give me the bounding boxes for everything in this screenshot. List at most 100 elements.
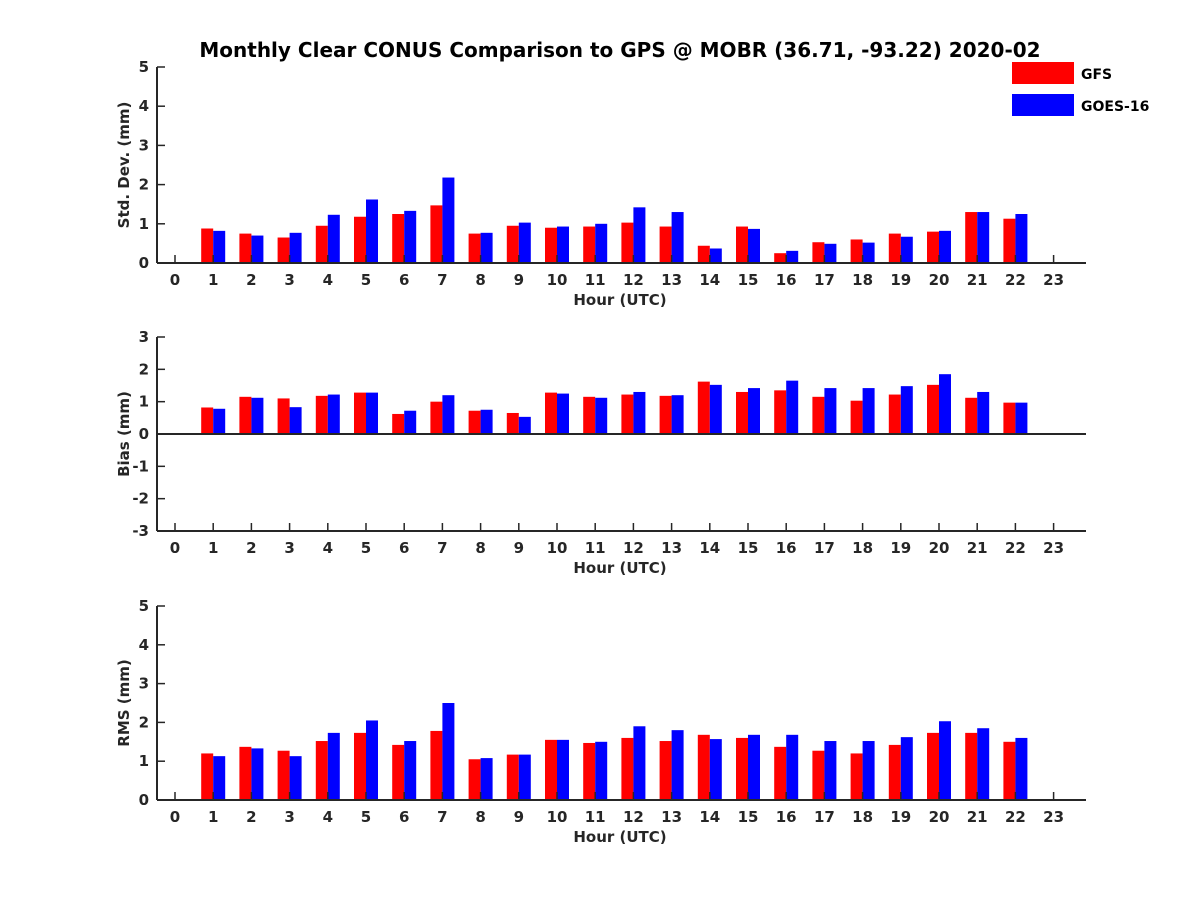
bar-gfs-hour-19 <box>888 394 901 434</box>
x-tick-label: 2 <box>246 271 256 289</box>
x-tick-label: 7 <box>437 808 447 826</box>
bar-gfs-hour-13 <box>659 395 672 434</box>
bar-goes-16-hour-8 <box>480 232 493 263</box>
y-tick-label: 0 <box>139 791 149 809</box>
bar-goes-16-hour-12 <box>633 207 646 263</box>
x-axis-label: Hour (UTC) <box>573 291 666 309</box>
x-tick-label: 18 <box>852 271 873 289</box>
x-tick-label: 9 <box>514 808 524 826</box>
x-tick-label: 6 <box>399 271 409 289</box>
bar-goes-16-hour-3 <box>289 232 302 263</box>
legend-swatch-goes-16 <box>1012 94 1074 116</box>
x-tick-label: 14 <box>699 271 720 289</box>
bar-gfs-hour-13 <box>659 741 672 800</box>
x-tick-label: 7 <box>437 271 447 289</box>
bar-goes-16-hour-1 <box>213 408 226 434</box>
bar-gfs-hour-14 <box>697 734 710 800</box>
x-tick-label: 23 <box>1043 539 1064 557</box>
x-axis-label: Hour (UTC) <box>573 559 666 577</box>
x-tick-label: 19 <box>890 539 911 557</box>
bar-gfs-hour-13 <box>659 226 672 263</box>
bar-goes-16-hour-20 <box>939 721 951 800</box>
x-tick-label: 12 <box>623 539 644 557</box>
x-tick-label: 20 <box>929 539 950 557</box>
x-tick-label: 17 <box>814 808 835 826</box>
bar-goes-16-hour-22 <box>1015 737 1028 800</box>
y-tick-label: 2 <box>139 713 149 731</box>
y-tick-label: -3 <box>132 522 149 540</box>
bar-gfs-hour-4 <box>315 225 328 263</box>
y-tick-label: 4 <box>139 97 149 115</box>
bar-gfs-hour-4 <box>315 395 328 434</box>
bar-goes-16-hour-10 <box>557 393 569 434</box>
bar-goes-16-hour-5 <box>366 392 378 434</box>
bar-goes-16-hour-2 <box>251 235 264 263</box>
x-tick-label: 0 <box>170 808 180 826</box>
x-tick-label: 1 <box>208 808 218 826</box>
bar-gfs-hour-15 <box>736 391 748 434</box>
bar-gfs-hour-9 <box>506 754 519 800</box>
x-tick-label: 23 <box>1043 271 1064 289</box>
x-tick-label: 4 <box>323 808 333 826</box>
x-tick-label: 6 <box>399 808 409 826</box>
x-tick-label: 4 <box>323 539 333 557</box>
bar-gfs-hour-15 <box>736 737 748 800</box>
bar-gfs-hour-2 <box>239 746 252 800</box>
y-axis-label: Std. Dev. (mm) <box>115 102 133 229</box>
bar-gfs-hour-20 <box>927 231 939 263</box>
x-tick-label: 7 <box>437 539 447 557</box>
x-tick-label: 18 <box>852 539 873 557</box>
x-tick-label: 17 <box>814 271 835 289</box>
bar-goes-16-hour-5 <box>366 199 378 263</box>
x-tick-label: 3 <box>284 271 294 289</box>
x-tick-label: 13 <box>661 539 682 557</box>
legend-label: GFS <box>1081 67 1112 83</box>
x-tick-label: 21 <box>967 539 988 557</box>
bar-gfs-hour-21 <box>965 732 978 800</box>
bar-goes-16-hour-17 <box>824 243 837 263</box>
y-tick-label: 3 <box>139 675 149 693</box>
x-tick-label: 11 <box>585 539 606 557</box>
bar-gfs-hour-17 <box>812 750 825 800</box>
x-tick-label: 22 <box>1005 808 1026 826</box>
bar-gfs-hour-3 <box>277 750 290 800</box>
bar-goes-16-hour-1 <box>213 756 226 800</box>
x-tick-label: 11 <box>585 808 606 826</box>
bar-gfs-hour-22 <box>1003 218 1016 263</box>
bar-gfs-hour-8 <box>468 233 481 263</box>
x-tick-label: 10 <box>547 539 568 557</box>
x-tick-label: 0 <box>170 539 180 557</box>
x-tick-label: 12 <box>623 271 644 289</box>
bar-goes-16-hour-17 <box>824 388 837 434</box>
bar-goes-16-hour-19 <box>900 236 913 263</box>
bar-gfs-hour-12 <box>621 222 634 263</box>
x-tick-label: 13 <box>661 271 682 289</box>
bar-goes-16-hour-2 <box>251 397 264 434</box>
bar-gfs-hour-20 <box>927 384 939 434</box>
x-tick-label: 22 <box>1005 539 1026 557</box>
bar-gfs-hour-1 <box>201 228 214 263</box>
y-tick-label: 2 <box>139 176 149 194</box>
bar-goes-16-hour-11 <box>595 223 608 263</box>
bar-gfs-hour-6 <box>392 744 405 800</box>
y-axis-label: Bias (mm) <box>115 391 133 477</box>
bar-goes-16-hour-21 <box>977 212 990 263</box>
bar-gfs-hour-18 <box>850 239 863 263</box>
legend: GFS GOES-16 <box>1012 62 1149 116</box>
x-tick-label: 2 <box>246 808 256 826</box>
bar-goes-16-hour-10 <box>557 739 569 800</box>
bar-gfs-hour-5 <box>354 216 366 263</box>
x-tick-label: 15 <box>738 271 759 289</box>
bar-gfs-hour-18 <box>850 753 863 800</box>
bar-goes-16-hour-19 <box>900 386 913 434</box>
bar-goes-16-hour-18 <box>862 741 875 800</box>
x-tick-label: 17 <box>814 539 835 557</box>
bar-goes-16-hour-18 <box>862 388 875 434</box>
x-tick-label: 20 <box>929 808 950 826</box>
x-tick-label: 1 <box>208 539 218 557</box>
bar-gfs-hour-7 <box>430 401 443 434</box>
x-axis-label: Hour (UTC) <box>573 828 666 846</box>
bar-gfs-hour-4 <box>315 741 328 800</box>
x-tick-label: 3 <box>284 539 294 557</box>
